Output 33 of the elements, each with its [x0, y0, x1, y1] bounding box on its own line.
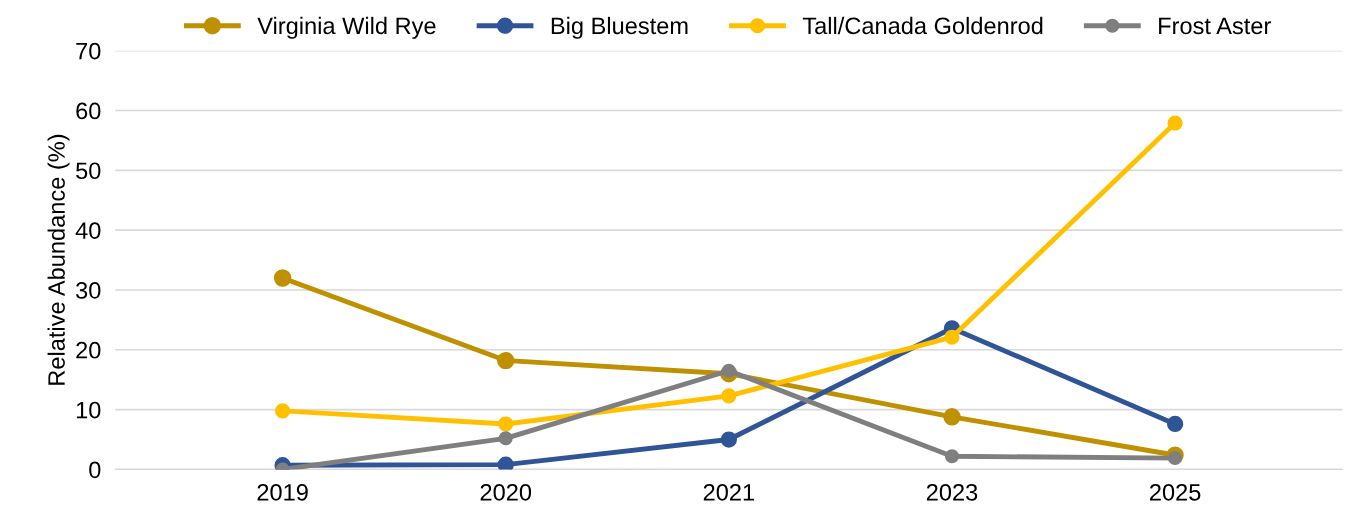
- y-tick-label: 20: [76, 341, 101, 359]
- point: [1168, 451, 1183, 466]
- point: [498, 431, 513, 446]
- y-axis-title: Relative Abundance (%): [47, 134, 70, 385]
- y-tick-label: 70: [76, 42, 101, 60]
- point: [1167, 115, 1183, 131]
- legend-label: Virginia Wild Rye: [257, 16, 436, 39]
- y-tick-label: 0: [89, 461, 101, 479]
- point: [497, 351, 515, 370]
- x-tick-label: 2021: [703, 483, 754, 501]
- legend-label: Big Bluestem: [551, 16, 688, 39]
- point: [721, 363, 736, 378]
- point: [944, 449, 959, 464]
- legend-label: Tall/Canada Goldenrod: [802, 16, 1043, 35]
- point: [498, 416, 514, 432]
- x-tick-label: 2025: [1150, 483, 1201, 501]
- point: [943, 408, 961, 426]
- point: [273, 269, 292, 287]
- y-tick-label: 50: [76, 162, 101, 180]
- point: [720, 431, 737, 448]
- point: [1166, 415, 1184, 433]
- point: [721, 388, 737, 404]
- y-tick-label: 10: [76, 401, 101, 419]
- x-tick-label: 2020: [480, 483, 532, 501]
- legend-label: Frost Aster: [1159, 17, 1271, 35]
- point: [944, 329, 960, 345]
- y-tick-label: 40: [75, 222, 101, 239]
- point: [497, 456, 514, 470]
- y-tick-label: 30: [76, 282, 101, 299]
- point: [275, 403, 291, 419]
- y-tick-label: 60: [76, 102, 101, 120]
- x-tick-label: 2023: [926, 483, 978, 501]
- x-tick-label: 2019: [257, 483, 308, 501]
